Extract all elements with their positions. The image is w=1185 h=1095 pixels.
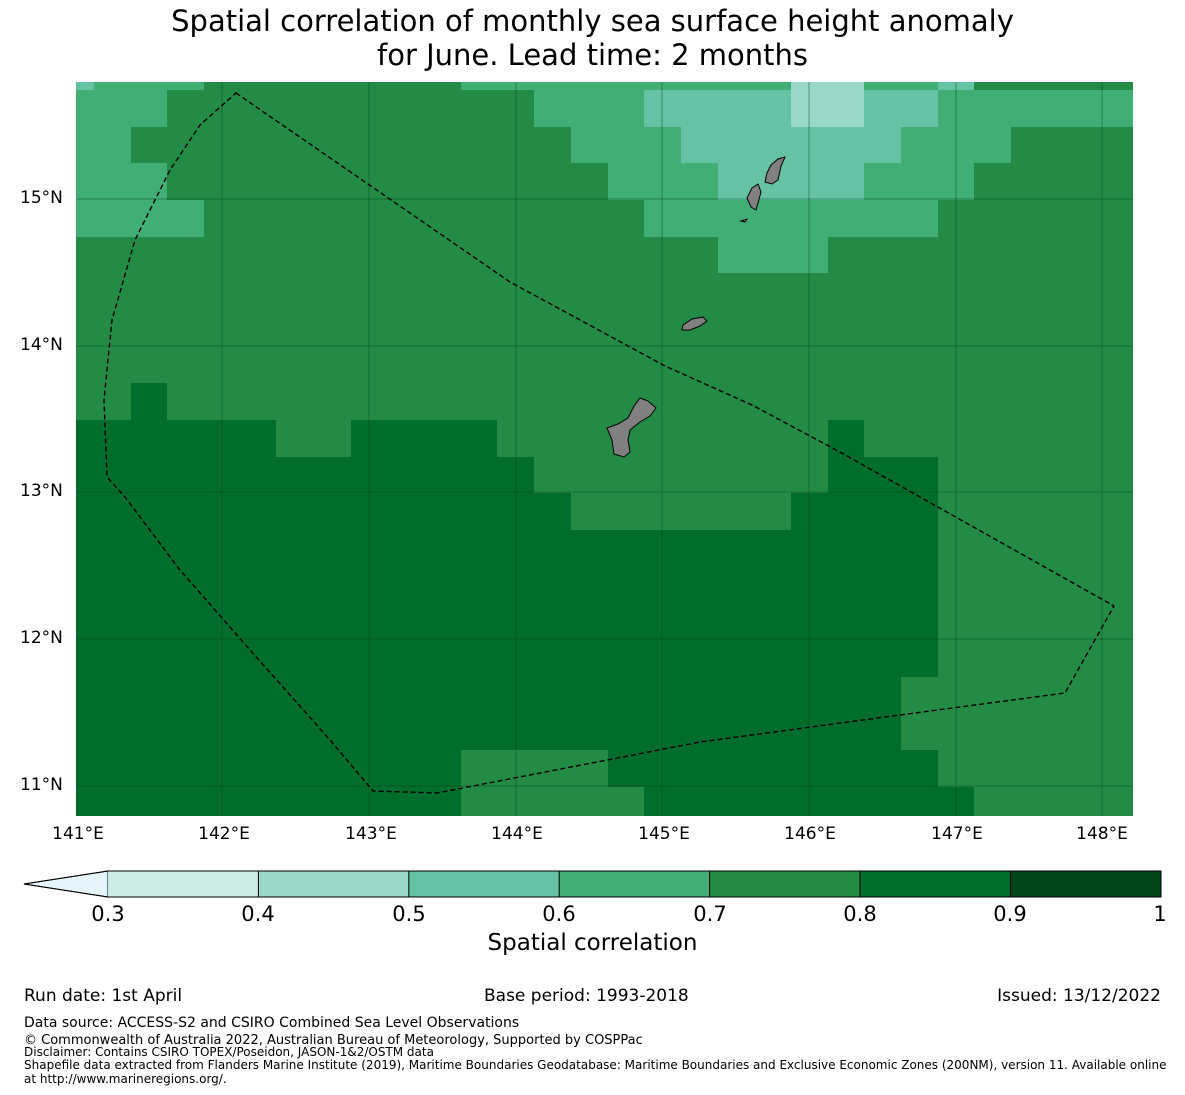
colorbar-bin-7 [1010, 871, 1161, 897]
lon-tick-label: 143°E [345, 824, 397, 844]
lon-tick-label: 144°E [491, 824, 543, 844]
colorbar-bin-4 [559, 871, 710, 897]
colorbar-bin-6 [860, 871, 1011, 897]
island-rota [681, 316, 708, 331]
colorbar [23, 870, 1162, 898]
field-region-north-lighter [644, 82, 938, 200]
lat-tick-label: 12°N [20, 628, 63, 648]
island-guam [606, 397, 657, 458]
colorbar-tick-label: 0.4 [241, 902, 275, 926]
island-tinian [746, 183, 762, 211]
lat-tick-label: 15°N [20, 188, 63, 208]
correlation-grid [76, 82, 1133, 816]
colorbar-tick-label: 0.6 [542, 902, 576, 926]
copyright: © Commonwealth of Australia 2022, Austra… [24, 1033, 643, 1048]
shapefile-credit: Shapefile data extracted from Flanders M… [24, 1058, 1167, 1072]
colorbar-tick-label: 0.7 [693, 902, 727, 926]
island-aguijan [739, 218, 749, 223]
island-saipan [764, 156, 786, 185]
lon-tick-label: 145°E [638, 824, 690, 844]
field-region-high [76, 420, 974, 816]
lon-tick-label: 141°E [52, 824, 104, 844]
colorbar-bin-5 [709, 871, 860, 897]
base-period: Base period: 1993-2018 [484, 986, 689, 1006]
colorbar-label: Spatial correlation [487, 930, 698, 956]
lon-tick-label: 148°E [1076, 824, 1128, 844]
title-line-1: Spatial correlation of monthly sea surfa… [171, 4, 1014, 38]
title-line-2: for June. Lead time: 2 months [377, 38, 808, 72]
run-date: Run date: 1st April [24, 986, 183, 1006]
eez-boundary [103, 92, 1115, 794]
field-cell-high-west [131, 383, 167, 420]
colorbar-tick-label: 0.9 [993, 902, 1027, 926]
field-cell-light-top-a [76, 82, 94, 90]
colorbar-dividers [257, 871, 1011, 897]
field-cell-lightest [791, 82, 864, 127]
islands [606, 156, 786, 458]
data-source: Data source: ACCESS-S2 and CSIRO Combine… [24, 1015, 520, 1031]
colorbar-bin-3 [408, 871, 560, 897]
colorbar-tick-label: 0.5 [392, 902, 426, 926]
disclaimer: Disclaimer: Contains CSIRO TOPEX/Poseido… [24, 1045, 434, 1059]
lon-tick-label: 147°E [931, 824, 983, 844]
colorbar-bin-1 [108, 871, 259, 897]
graticule [76, 82, 1133, 816]
field-cell-light-top-b [938, 82, 974, 90]
lat-tick-label: 14°N [20, 335, 63, 355]
colorbar-bin-2 [258, 871, 409, 897]
issued-date: Issued: 13/12/2022 [997, 986, 1161, 1006]
lat-tick-label: 13°N [20, 481, 63, 501]
colorbar-tick-label: 0.8 [843, 902, 877, 926]
shapefile-credit-url: at http://www.marineregions.org/. [24, 1072, 227, 1086]
colorbar-tick-label: 0.3 [91, 902, 125, 926]
colorbar-extend-arrow [23, 870, 109, 898]
colorbar-outline [23, 870, 1162, 898]
lon-tick-label: 146°E [784, 824, 836, 844]
colorbar-tick-label: 1 [1153, 902, 1167, 926]
field-region-nw [76, 82, 204, 237]
map-title: Spatial correlation of monthly sea surfa… [0, 4, 1185, 72]
lon-tick-label: 142°E [198, 824, 250, 844]
lat-tick-label: 11°N [20, 775, 63, 795]
